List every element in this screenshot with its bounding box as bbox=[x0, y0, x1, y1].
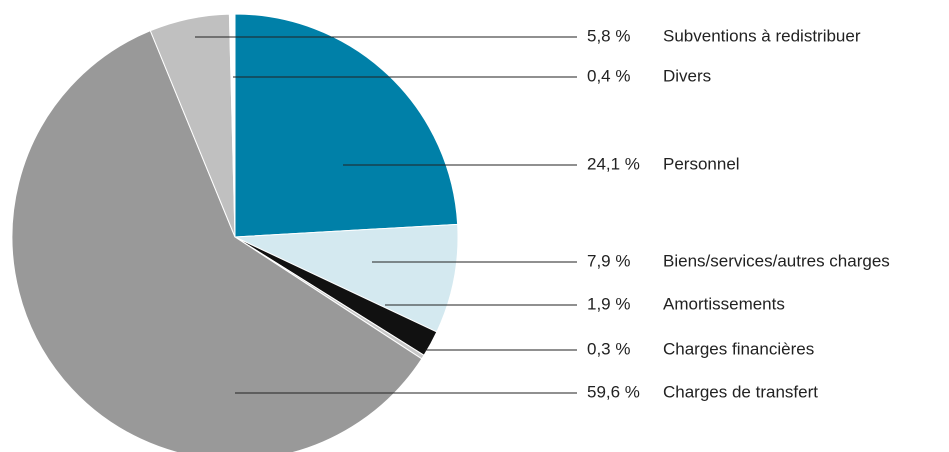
pie-slice bbox=[11, 30, 423, 452]
value-label: 1,9 % bbox=[587, 294, 630, 313]
value-label: 24,1 % bbox=[587, 154, 640, 173]
value-label: 7,9 % bbox=[587, 251, 630, 270]
value-label: 0,4 % bbox=[587, 66, 630, 85]
pie-slice bbox=[234, 13, 459, 238]
category-label: Personnel bbox=[663, 154, 740, 173]
category-label: Charges de transfert bbox=[663, 382, 818, 401]
category-label: Charges financières bbox=[663, 339, 814, 358]
value-label: 59,6 % bbox=[587, 382, 640, 401]
category-label: Subventions à redistribuer bbox=[663, 26, 861, 45]
value-label: 0,3 % bbox=[587, 339, 630, 358]
category-label: Amortissements bbox=[663, 294, 785, 313]
category-label: Divers bbox=[663, 66, 711, 85]
pie-slice bbox=[228, 13, 236, 238]
category-label: Biens/services/autres charges bbox=[663, 251, 890, 270]
value-label: 5,8 % bbox=[587, 26, 630, 45]
